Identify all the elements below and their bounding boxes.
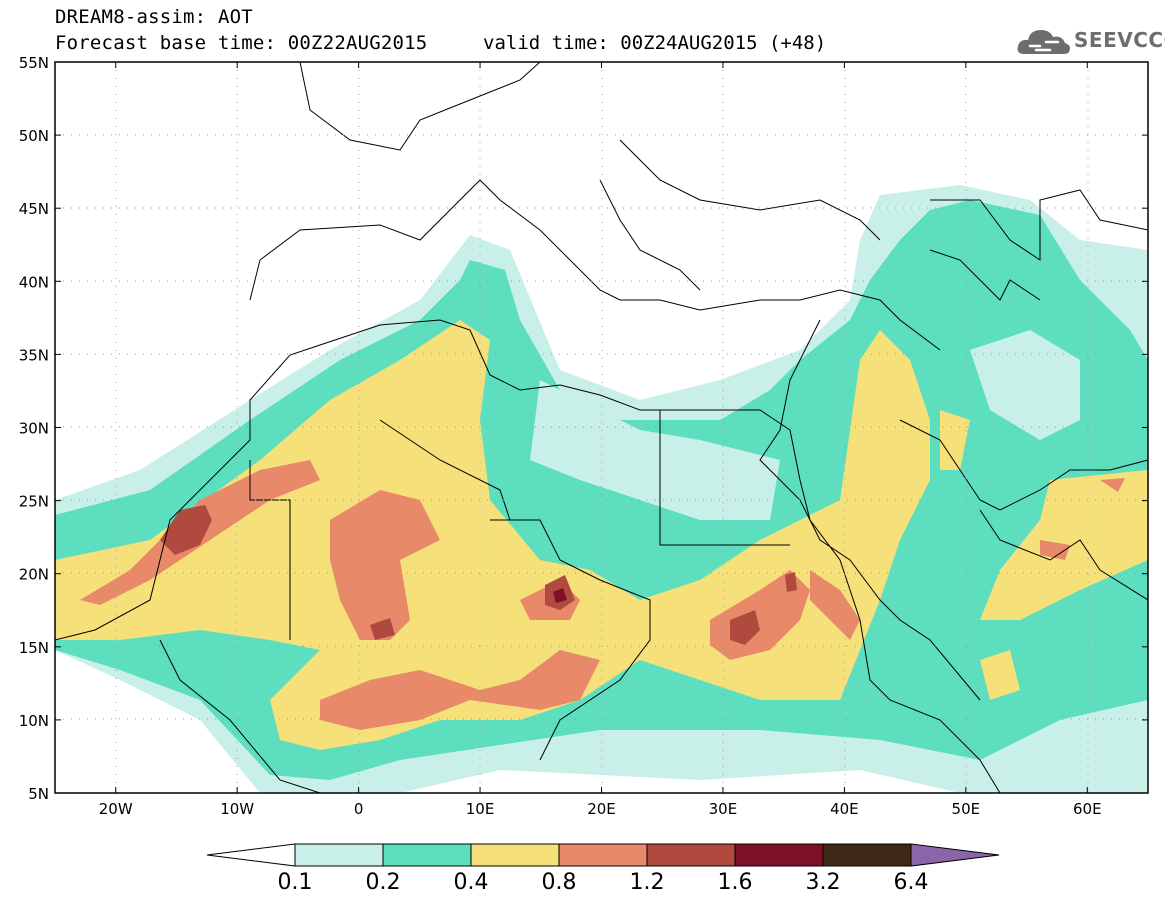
- valid-time: valid time: 00Z24AUG2015 (+48): [483, 32, 827, 54]
- colorbar-label: 3.2: [805, 870, 841, 895]
- aot-layer-1.6: [553, 588, 567, 603]
- colorbar-label: 1.6: [717, 870, 753, 895]
- colorbar-label: 1.2: [629, 870, 665, 895]
- colorbar-label: 0.4: [453, 870, 489, 895]
- colorbar-label: 0.8: [541, 870, 577, 895]
- lat-label-50N: 50N: [19, 127, 49, 145]
- colorbar-label: 0.1: [277, 870, 313, 895]
- colorbar-labels: 0.1 0.2 0.4 0.8 1.2 1.6 3.2 6.4: [0, 870, 1165, 900]
- colorbar-swatch: [646, 843, 736, 867]
- colorbar-min-triangle: [206, 843, 296, 867]
- lon-label-10E: 10E: [466, 800, 495, 818]
- lon-label-30E: 30E: [709, 800, 738, 818]
- lat-label-55N: 55N: [19, 54, 49, 72]
- lon-label-40E: 40E: [830, 800, 859, 818]
- lat-label-30N: 30N: [19, 420, 49, 438]
- seevccc-logo: SEEVCCC: [1016, 24, 1165, 60]
- colorbar-swatch: [734, 843, 824, 867]
- lat-label-10N: 10N: [19, 712, 49, 730]
- plot-title: DREAM8-assim: AOT: [55, 6, 253, 28]
- lat-label-15N: 15N: [19, 639, 49, 657]
- lon-label-20E: 20E: [587, 800, 616, 818]
- axis-ticks: [55, 61, 1148, 794]
- colorbar-label: 6.4: [893, 870, 929, 895]
- forecast-base-time: Forecast base time: 00Z22AUG2015: [55, 32, 428, 54]
- lat-label-20N: 20N: [19, 566, 49, 584]
- latitude-labels: 55N 50N 45N 40N 35N 30N 25N 20N 15N 10N 5N: [19, 54, 49, 803]
- lat-label-5N: 5N: [28, 785, 49, 803]
- lon-label-10W: 10W: [220, 800, 254, 818]
- logo-text: SEEVCCC: [1074, 28, 1165, 52]
- lat-label-25N: 25N: [19, 493, 49, 511]
- lat-label-45N: 45N: [19, 200, 49, 218]
- colorbar-swatch: [470, 843, 560, 867]
- lon-label-50E: 50E: [952, 800, 981, 818]
- colorbar-swatch: [822, 843, 912, 867]
- lon-label-60E: 60E: [1073, 800, 1102, 818]
- colorbar-swatch: [294, 843, 384, 867]
- colorbar: [206, 843, 1000, 867]
- colorbar-label: 0.2: [365, 870, 401, 895]
- lon-label-20W: 20W: [99, 800, 133, 818]
- colorbar-swatch: [558, 843, 648, 867]
- lat-label-40N: 40N: [19, 273, 49, 291]
- colorbar-max-triangle: [910, 843, 1000, 867]
- longitude-labels: 20W 10W 0 10E 20E 30E 40E 50E 60E: [99, 800, 1102, 818]
- cloud-icon: [1017, 30, 1070, 54]
- colorbar-swatch: [382, 843, 472, 867]
- lat-label-35N: 35N: [19, 346, 49, 364]
- coastlines: [55, 62, 1148, 793]
- lon-label-0: 0: [354, 800, 364, 818]
